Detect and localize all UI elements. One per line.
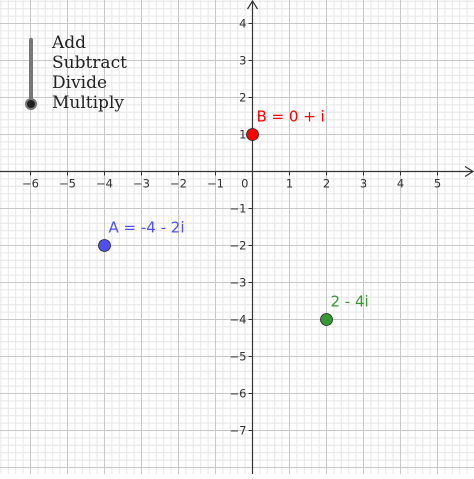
x-tick-label: 1 xyxy=(286,177,293,191)
y-tick-label: 4 xyxy=(239,17,246,31)
x-tick-labels: −6 −5 −4 −3 −2 −1 0 1 2 3 4 5 xyxy=(22,171,441,191)
y-tick-label: −7 xyxy=(230,424,247,438)
x-tick-label: −2 xyxy=(170,177,187,191)
option-subtract: Subtract xyxy=(52,53,127,73)
x-tick-label: 5 xyxy=(434,177,441,191)
x-tick-label: −5 xyxy=(59,177,76,191)
point-A[interactable]: A = -4 - 2i xyxy=(98,219,185,252)
point-result-label: 2 - 4i xyxy=(331,293,369,311)
point-A-dot[interactable] xyxy=(98,239,111,252)
x-tick-label: 3 xyxy=(360,177,367,191)
option-multiply: Multiply xyxy=(52,93,124,113)
y-tick-label: 1 xyxy=(239,128,246,142)
y-tick-label: −1 xyxy=(230,202,247,216)
y-tick-label: 3 xyxy=(239,54,246,68)
x-tick-label: 0 xyxy=(241,177,248,191)
y-tick-label: −6 xyxy=(230,387,247,401)
x-axis-arrow-icon xyxy=(464,165,474,178)
x-tick-label: −1 xyxy=(207,177,224,191)
y-tick-label: −2 xyxy=(230,239,247,253)
x-tick-label: −4 xyxy=(96,177,113,191)
point-result[interactable]: 2 - 4i xyxy=(320,293,369,326)
x-tick-label: 4 xyxy=(397,177,404,191)
operation-slider[interactable]: Add Subtract Divide Multiply xyxy=(25,33,127,113)
x-tick-label: 2 xyxy=(323,177,330,191)
y-tick-label: −4 xyxy=(230,313,247,327)
point-B-label: B = 0 + i xyxy=(257,108,325,126)
point-B-dot[interactable] xyxy=(246,128,259,141)
x-tick-label: −6 xyxy=(22,177,39,191)
point-B[interactable]: B = 0 + i xyxy=(246,108,325,141)
point-A-label: A = -4 - 2i xyxy=(109,219,185,237)
x-tick-label: −3 xyxy=(133,177,150,191)
point-result-dot[interactable] xyxy=(320,313,333,326)
y-tick-label: 2 xyxy=(239,91,246,105)
y-tick-labels: 4 3 2 1 −1 −2 −3 −4 −5 −6 −7 xyxy=(230,17,253,438)
y-tick-label: −3 xyxy=(230,276,247,290)
y-axis-arrow-icon xyxy=(246,0,259,10)
y-tick-label: −5 xyxy=(230,350,247,364)
complex-points[interactable]: A = -4 - 2i B = 0 + i 2 - 4i xyxy=(98,108,369,326)
slider-knob[interactable] xyxy=(25,98,37,110)
option-add: Add xyxy=(51,33,86,53)
option-divide: Divide xyxy=(52,73,107,93)
